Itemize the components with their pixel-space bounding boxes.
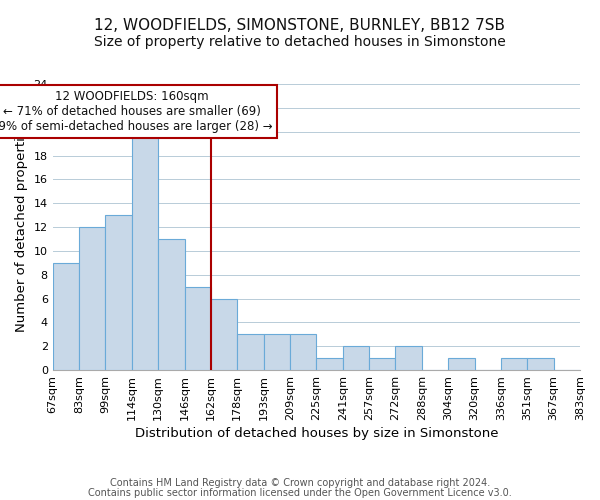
Bar <box>79 227 106 370</box>
Text: Contains HM Land Registry data © Crown copyright and database right 2024.: Contains HM Land Registry data © Crown c… <box>110 478 490 488</box>
Text: Size of property relative to detached houses in Simonstone: Size of property relative to detached ho… <box>94 35 506 49</box>
Bar <box>369 358 395 370</box>
Bar <box>501 358 527 370</box>
Bar <box>448 358 475 370</box>
Bar <box>316 358 343 370</box>
Text: 12 WOODFIELDS: 160sqm
← 71% of detached houses are smaller (69)
29% of semi-deta: 12 WOODFIELDS: 160sqm ← 71% of detached … <box>0 90 272 133</box>
Text: Contains public sector information licensed under the Open Government Licence v3: Contains public sector information licen… <box>88 488 512 498</box>
Bar <box>106 215 132 370</box>
Bar <box>158 239 185 370</box>
Bar <box>211 298 237 370</box>
Bar <box>237 334 263 370</box>
Bar <box>185 286 211 370</box>
X-axis label: Distribution of detached houses by size in Simonstone: Distribution of detached houses by size … <box>134 427 498 440</box>
Bar <box>132 132 158 370</box>
Bar <box>53 263 79 370</box>
Text: 12, WOODFIELDS, SIMONSTONE, BURNLEY, BB12 7SB: 12, WOODFIELDS, SIMONSTONE, BURNLEY, BB1… <box>95 18 505 32</box>
Bar <box>395 346 422 370</box>
Bar <box>263 334 290 370</box>
Bar <box>527 358 554 370</box>
Bar <box>290 334 316 370</box>
Y-axis label: Number of detached properties: Number of detached properties <box>15 122 28 332</box>
Bar <box>343 346 369 370</box>
